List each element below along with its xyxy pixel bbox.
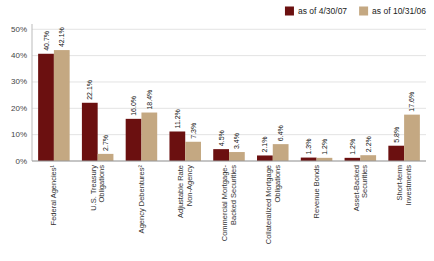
bars bbox=[38, 50, 420, 161]
x-axis-line bbox=[32, 161, 426, 162]
y-tick-label: 20% bbox=[11, 104, 27, 113]
legend-swatch bbox=[359, 7, 368, 16]
y-tick-label: 30% bbox=[11, 77, 27, 86]
x-tick-label: U.S. TreasuryObligations bbox=[89, 165, 107, 211]
data-label: 40.7% bbox=[43, 31, 50, 51]
x-tick-label-line: Revenue Bonds bbox=[312, 165, 321, 219]
bar bbox=[82, 103, 98, 161]
data-label: 1.2% bbox=[321, 139, 328, 155]
data-label: 11.2% bbox=[174, 109, 181, 128]
x-tick-label-line: Obligations bbox=[97, 165, 106, 203]
y-axis-line bbox=[32, 24, 33, 161]
data-label: 42.1% bbox=[58, 27, 65, 47]
data-label: 1.3% bbox=[305, 139, 312, 155]
bar bbox=[229, 152, 245, 161]
grid-line bbox=[32, 161, 426, 162]
legend: as of 4/30/07 as of 10/31/06 bbox=[285, 6, 426, 16]
data-label: 2.1% bbox=[261, 136, 268, 152]
bar bbox=[38, 54, 54, 161]
grid-line bbox=[32, 29, 426, 30]
bar bbox=[388, 146, 404, 161]
bar bbox=[213, 149, 229, 161]
x-tick-label: Asset-BackedSecurities bbox=[352, 165, 370, 212]
x-tick-label-line: Securities bbox=[360, 165, 369, 198]
bar bbox=[360, 155, 376, 161]
x-tick-label-line: Federal Agencies¹ bbox=[49, 165, 58, 226]
data-label: 2.2% bbox=[365, 136, 372, 152]
x-tick-label-line: Investments bbox=[404, 165, 413, 206]
data-label: 6.4% bbox=[277, 125, 284, 141]
x-tick-label: Federal Agencies¹ bbox=[49, 165, 58, 226]
data-label: 5.8% bbox=[393, 127, 400, 143]
bar bbox=[185, 142, 201, 161]
bar bbox=[273, 144, 289, 161]
data-label: 4.5% bbox=[218, 130, 225, 146]
data-label: 16.0% bbox=[130, 96, 137, 116]
bar bbox=[98, 154, 114, 161]
y-tick-label: 50% bbox=[11, 25, 27, 34]
chart: 0% 10% 20% 30% 40% 50% 40.7% 22.1% 16.0% 11.2% 4.5… bbox=[0, 0, 434, 261]
legend-swatch bbox=[285, 7, 294, 16]
x-tick-label: Collateralized MortgageObligations bbox=[264, 165, 282, 244]
y-tick-label: 0% bbox=[15, 157, 27, 166]
data-label: 2.7% bbox=[102, 135, 109, 151]
legend-label: as of 10/31/06 bbox=[372, 6, 426, 16]
data-label: 1.2% bbox=[349, 139, 356, 155]
x-tick-label: Agency Debentures² bbox=[137, 165, 146, 234]
legend-label: as of 4/30/07 bbox=[298, 6, 347, 16]
x-tick-label-line: Backed Securities bbox=[229, 165, 238, 225]
data-label: 17.6% bbox=[408, 92, 415, 112]
y-tick-label: 10% bbox=[11, 130, 27, 139]
x-tick-label: Adjustable RateNon-Agency bbox=[176, 165, 194, 218]
bar bbox=[54, 50, 70, 161]
data-label: 3.4% bbox=[233, 133, 240, 149]
bar bbox=[169, 131, 185, 161]
data-label: 7.3% bbox=[190, 123, 197, 139]
bar bbox=[301, 158, 317, 161]
data-label: 22.1% bbox=[86, 80, 93, 100]
y-tick-label: 40% bbox=[11, 51, 27, 60]
bar bbox=[404, 115, 420, 161]
x-tick-label-line: Non-Agency bbox=[185, 165, 194, 207]
bar bbox=[257, 155, 273, 161]
x-tick-label: Commercial Mortgage-Backed Securities bbox=[220, 165, 238, 242]
bar bbox=[126, 119, 142, 161]
x-tick-label: Short-termInvestments bbox=[395, 165, 413, 206]
x-tick-label-line: Agency Debentures² bbox=[137, 165, 146, 234]
x-tick-label-line: Obligations bbox=[273, 165, 282, 203]
bar bbox=[141, 113, 157, 161]
data-label: 18.4% bbox=[146, 90, 153, 110]
x-tick-label: Revenue Bonds bbox=[312, 165, 321, 219]
grid-line bbox=[32, 55, 426, 56]
